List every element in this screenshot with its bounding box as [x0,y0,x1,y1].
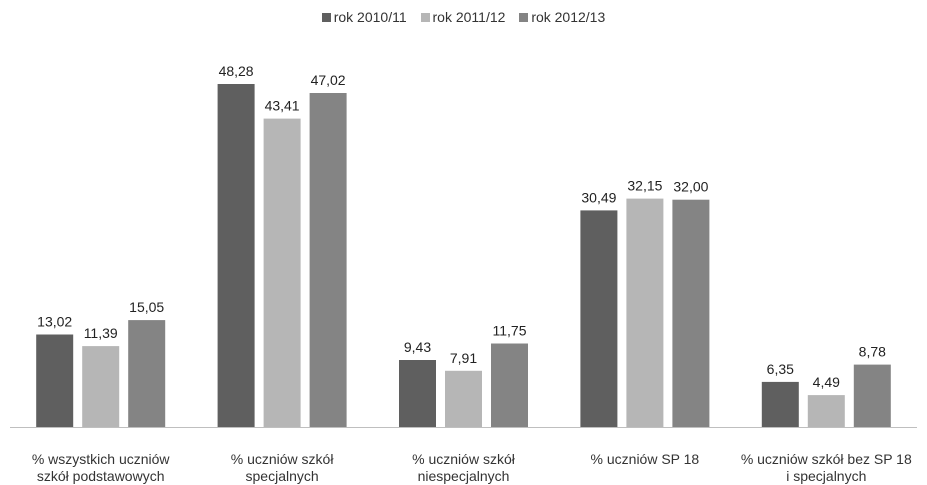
data-label-series-2-cat-2: 11,75 [493,323,527,339]
legend-label-2010-11: rok 2010/11 [333,9,407,25]
legend-item-2012-13: rok 2012/13 [519,9,605,25]
bar-series-0-cat-2 [399,360,436,427]
bar-series-2-cat-2 [491,343,528,427]
category-label-1-line-1: specjalnych [245,468,319,484]
legend: rok 2010/11 rok 2011/12 rok 2012/13 [0,9,927,25]
bar-series-0-cat-1 [217,84,255,427]
legend-swatch-2011-12 [420,13,430,22]
category-label-0: % wszystkich uczniów szkół podstawowych [1,451,201,485]
bar-series-2-cat-4 [853,364,891,427]
legend-item-2010-11: rok 2010/11 [321,9,407,25]
category-label-2: % uczniów szkół niespecjalnych [364,451,564,485]
legend-label-2011-12: rok 2011/12 [432,9,506,25]
bar-series-1-cat-1 [263,118,301,427]
data-label-series-2-cat-4: 8,78 [859,344,886,360]
category-label-2-line-0: % uczniów szkół [412,451,515,467]
bar-series-1-cat-3 [626,198,664,427]
data-label-series-0-cat-4: 6,35 [767,361,794,377]
bar-series-2-cat-0 [128,320,166,427]
category-label-0-line-1: szkół podstawowych [36,468,165,484]
bar-series-0-cat-4 [761,381,799,427]
legend-swatch-2012-13 [519,13,529,22]
category-label-2-line-1: niespecjalnych [417,468,510,484]
category-label-1-line-0: % uczniów szkół [230,451,334,467]
category-label-1: % uczniów szkół specjalnych [182,451,382,485]
bar-series-1-cat-2 [445,370,482,427]
category-label-3-line-0: % uczniów SP 18 [590,451,700,467]
category-label-4-line-1: i specjalnych [786,468,867,484]
bar-series-1-cat-0 [82,346,120,427]
data-label-series-1-cat-0: 11,39 [84,325,118,341]
legend-item-2011-12: rok 2011/12 [420,9,506,25]
data-label-series-1-cat-3: 32,15 [627,178,662,194]
bar-series-2-cat-3 [672,199,710,427]
data-label-series-1-cat-4: 4,49 [813,374,840,390]
category-label-3: % uczniów SP 18 [545,451,745,468]
data-label-series-0-cat-3: 30,49 [581,189,616,205]
data-label-series-0-cat-0: 13,02 [37,314,72,330]
bar-series-0-cat-0 [36,334,74,427]
bar-series-2-cat-1 [309,93,347,427]
data-label-series-2-cat-0: 15,05 [129,299,164,315]
data-label-series-0-cat-1: 48,28 [219,63,254,79]
data-label-series-2-cat-3: 32,00 [673,179,708,195]
data-label-series-0-cat-2: 9,43 [404,339,431,355]
bar-series-1-cat-4 [807,395,845,427]
data-label-series-2-cat-1: 47,02 [311,72,346,88]
category-label-4-line-0: % uczniów szkół bez SP 18 [740,451,912,467]
bar-series-0-cat-3 [580,210,618,427]
category-label-0-line-0: % wszystkich uczniów [31,451,170,467]
legend-label-2012-13: rok 2012/13 [531,9,606,25]
category-label-4: % uczniów szkół bez SP 18 i specjalnych [726,451,926,485]
data-label-series-1-cat-2: 7,91 [450,350,477,366]
legend-swatch-2010-11 [321,13,331,22]
data-label-series-1-cat-1: 43,41 [265,98,300,114]
